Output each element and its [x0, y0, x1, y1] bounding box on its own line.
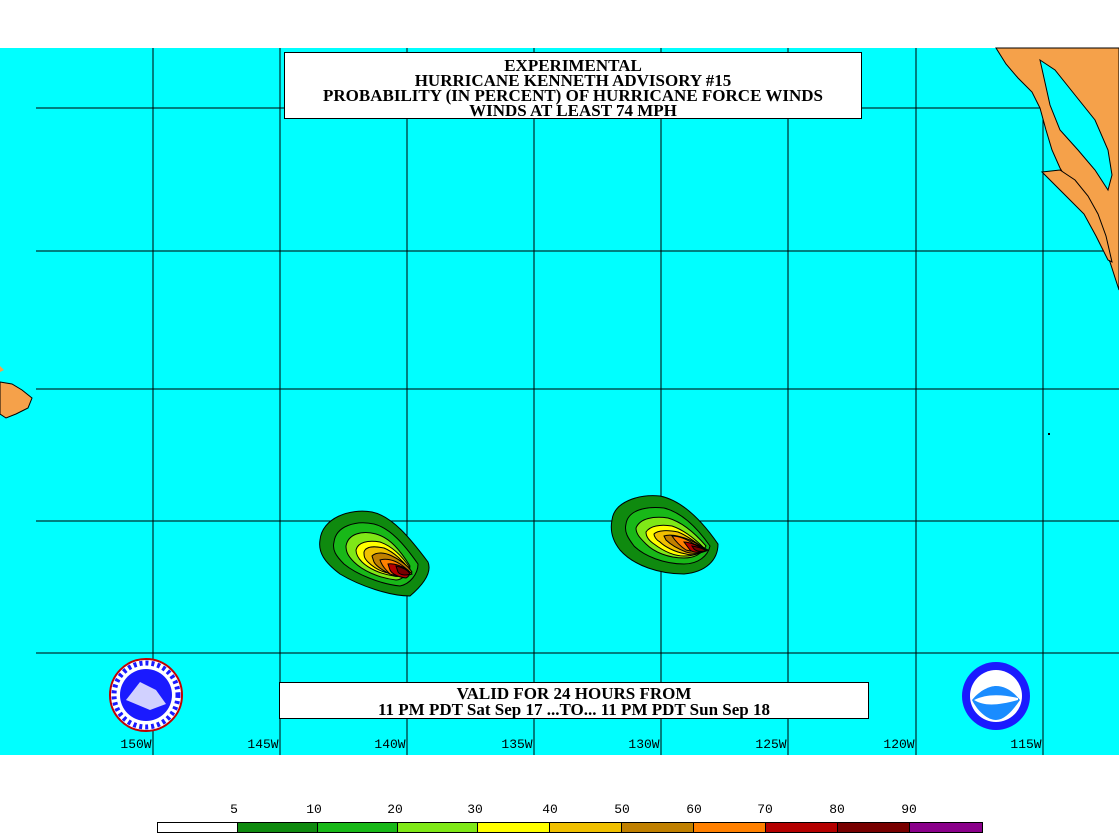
legend-swatch-0 [158, 823, 238, 832]
legend-swatch-5 [550, 823, 622, 832]
legend-value-10: 10 [306, 802, 322, 817]
legend-swatch-3 [398, 823, 478, 832]
noaa-logo-icon [962, 662, 1030, 730]
legend-swatch-8 [766, 823, 838, 832]
lon-label-120w: 120W [883, 737, 915, 752]
title-line-1: EXPERIMENTAL [504, 56, 642, 75]
legend-value-30: 30 [467, 802, 483, 817]
title-line-2: HURRICANE KENNETH ADVISORY #15 [414, 71, 732, 90]
land-hawaii-small [0, 366, 4, 372]
legend-swatch-1 [238, 823, 318, 832]
legend-swatch-9 [838, 823, 910, 832]
title-box: EXPERIMENTAL HURRICANE KENNETH ADVISORY … [284, 52, 862, 119]
legend-value-20: 20 [387, 802, 403, 817]
land-mexico [995, 47, 1119, 291]
legend-value-50: 50 [614, 802, 630, 817]
legend-value-80: 80 [829, 802, 845, 817]
probability-area-east [610, 495, 719, 575]
title-line-4: WINDS AT LEAST 74 MPH [469, 101, 677, 120]
legend-value-40: 40 [542, 802, 558, 817]
nws-logo-icon [109, 658, 183, 732]
valid-period-box: VALID FOR 24 HOURS FROM 11 PM PDT Sat Se… [279, 682, 869, 719]
lon-label-135w: 135W [501, 737, 533, 752]
legend-swatch-2 [318, 823, 398, 832]
ocean [0, 48, 1119, 755]
title-line-3: PROBABILITY (IN PERCENT) OF HURRICANE FO… [323, 86, 823, 105]
lon-label-145w: 145W [247, 737, 279, 752]
legend-value-60: 60 [686, 802, 702, 817]
legend-swatch-7 [694, 823, 766, 832]
legend-value-5: 5 [230, 802, 238, 817]
probability-area-west [319, 510, 430, 597]
lon-label-150w: 150W [120, 737, 152, 752]
legend-swatch-10 [910, 823, 982, 832]
legend-swatch-4 [478, 823, 550, 832]
lon-label-140w: 140W [374, 737, 406, 752]
lon-label-115w: 115W [1010, 737, 1042, 752]
land-hawaii [0, 381, 33, 419]
island-dot [1048, 433, 1050, 435]
legend-value-70: 70 [757, 802, 773, 817]
legend-swatch-6 [622, 823, 694, 832]
lon-label-125w: 125W [755, 737, 787, 752]
lon-label-130w: 130W [628, 737, 660, 752]
lat-lon-grid [36, 48, 1119, 755]
legend-color-bar [157, 822, 983, 833]
valid-line-2: 11 PM PDT Sat Sep 17 ...TO... 11 PM PDT … [377, 700, 770, 719]
valid-line-1: VALID FOR 24 HOURS FROM [456, 684, 692, 703]
legend-value-90: 90 [901, 802, 917, 817]
